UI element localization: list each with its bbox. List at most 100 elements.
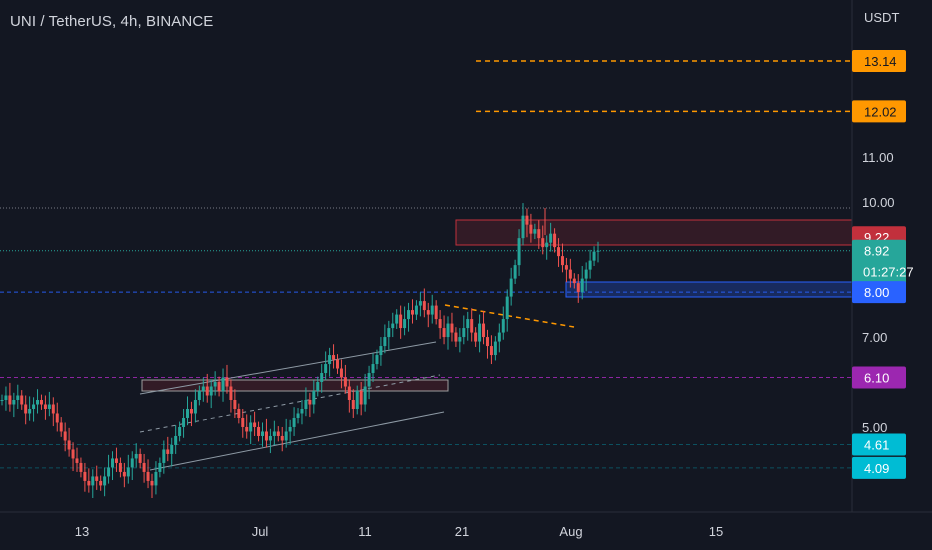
candle-body bbox=[87, 480, 91, 486]
chart-levels bbox=[0, 60, 852, 469]
candle-body bbox=[485, 337, 489, 347]
candle-body bbox=[189, 408, 193, 414]
countdown-label: 01:27:27 bbox=[863, 265, 914, 280]
candle-body bbox=[375, 355, 379, 365]
candle-body bbox=[572, 278, 576, 284]
candle-body bbox=[422, 301, 426, 311]
candle-body bbox=[75, 458, 79, 463]
candle-body bbox=[533, 229, 537, 234]
candle-body bbox=[351, 399, 355, 409]
candle-body bbox=[434, 305, 438, 320]
candle-body bbox=[383, 337, 387, 347]
candle-body bbox=[474, 332, 478, 342]
candle-body bbox=[111, 458, 115, 468]
candle-body bbox=[541, 238, 545, 248]
candle-body bbox=[8, 395, 12, 405]
candle-body bbox=[450, 323, 454, 333]
candle-body bbox=[517, 238, 521, 266]
price-label: 6.10 bbox=[864, 371, 889, 386]
candle-body bbox=[249, 422, 253, 432]
candle-body bbox=[410, 310, 414, 315]
candle-body bbox=[343, 377, 347, 387]
candle-body bbox=[596, 250, 600, 252]
candle-body bbox=[162, 449, 166, 463]
axis-unit-label[interactable]: USDT bbox=[864, 10, 900, 25]
candle-body bbox=[178, 426, 182, 436]
y-tick-label: 10.00 bbox=[862, 195, 895, 210]
candle-body bbox=[114, 458, 118, 463]
support-zone bbox=[565, 281, 853, 298]
time-axis: 13 Jul 11 21 Aug 15 bbox=[0, 511, 932, 539]
chart-drawings bbox=[139, 304, 575, 471]
candle-body bbox=[458, 337, 462, 342]
candle-body bbox=[379, 346, 383, 356]
candle-body bbox=[154, 471, 158, 486]
candle-body bbox=[529, 224, 533, 234]
candle-body bbox=[130, 458, 134, 468]
candle-body bbox=[493, 341, 497, 356]
candle-body bbox=[71, 449, 75, 459]
candle-body bbox=[213, 382, 217, 387]
candle-body bbox=[371, 364, 375, 374]
candle-body bbox=[280, 435, 284, 441]
price-label-box bbox=[852, 366, 906, 389]
candle-body bbox=[209, 386, 213, 396]
candle-body bbox=[284, 431, 288, 441]
candle-body bbox=[39, 399, 43, 405]
interval-label[interactable]: 4h bbox=[120, 13, 138, 30]
candle-body bbox=[430, 305, 434, 315]
candle-body bbox=[560, 256, 564, 266]
x-tick-label: 21 bbox=[455, 524, 469, 539]
trend-line bbox=[444, 304, 575, 328]
candle-body bbox=[328, 355, 332, 365]
candle-body bbox=[237, 408, 241, 418]
candle-body bbox=[592, 251, 596, 261]
candle-body bbox=[446, 323, 450, 338]
candle-body bbox=[339, 368, 343, 378]
candle-body bbox=[32, 404, 36, 409]
symbol-name[interactable]: UNI / TetherUS bbox=[10, 13, 112, 30]
candle-body bbox=[51, 404, 55, 414]
candle-body bbox=[316, 382, 320, 392]
candle-body bbox=[564, 265, 568, 270]
candle-body bbox=[276, 431, 280, 436]
candle-body bbox=[367, 373, 371, 387]
candle-body bbox=[79, 462, 83, 472]
candle-body bbox=[347, 386, 351, 400]
candle-body bbox=[407, 310, 411, 320]
x-tick-label: Jul bbox=[252, 524, 269, 539]
candle-body bbox=[300, 408, 304, 414]
candle-body bbox=[20, 395, 24, 405]
candle-body bbox=[320, 373, 324, 383]
candle-body bbox=[233, 399, 237, 409]
candle-body bbox=[557, 247, 561, 257]
candle-body bbox=[107, 467, 111, 477]
candle-body bbox=[454, 332, 458, 342]
candle-body bbox=[442, 328, 446, 338]
price-label: 12.02 bbox=[864, 104, 897, 119]
candle-body bbox=[568, 269, 572, 279]
candle-body bbox=[335, 359, 339, 369]
candle-series bbox=[0, 203, 600, 499]
price-labels: 13.1412.029.228.9201:27:278.006.104.614.… bbox=[852, 50, 914, 479]
candle-body bbox=[576, 283, 580, 293]
candle-body bbox=[438, 319, 442, 329]
candle-body bbox=[0, 399, 4, 401]
candle-body bbox=[150, 480, 154, 486]
candle-body bbox=[182, 417, 186, 427]
price-label-box bbox=[852, 456, 906, 479]
candle-body bbox=[241, 417, 245, 427]
x-tick-label: 15 bbox=[709, 524, 723, 539]
candle-body bbox=[91, 476, 95, 486]
candle-body bbox=[229, 386, 233, 400]
candle-body bbox=[16, 395, 20, 400]
y-tick-label: 7.00 bbox=[862, 330, 887, 345]
breakout-zone bbox=[141, 379, 449, 392]
candle-body bbox=[355, 391, 359, 409]
candle-body bbox=[466, 319, 470, 329]
candle-body bbox=[245, 426, 249, 432]
candle-body bbox=[166, 449, 170, 454]
candle-body bbox=[36, 399, 40, 405]
